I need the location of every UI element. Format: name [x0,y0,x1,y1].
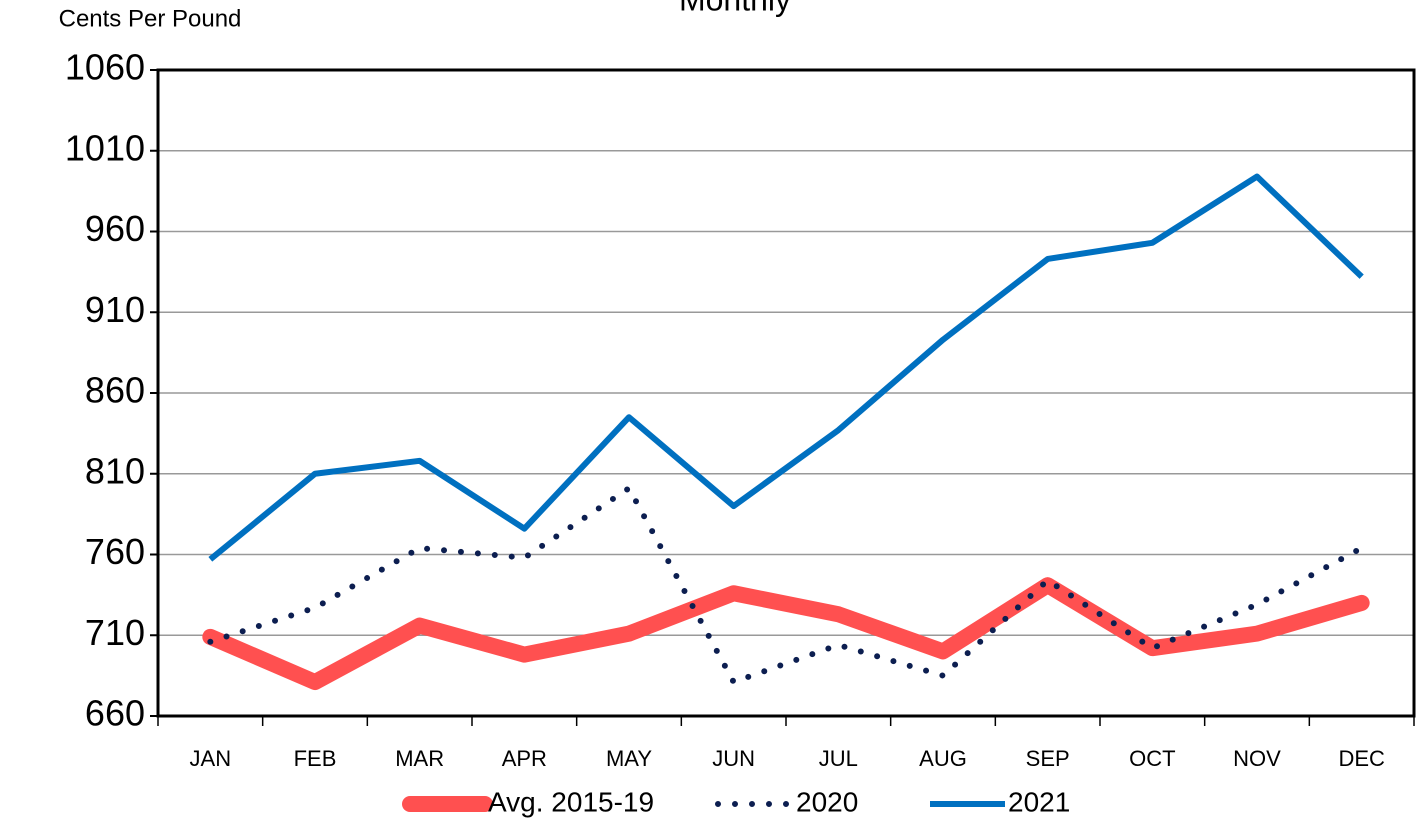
legend-label: 2021 [1008,786,1070,817]
x-tick-label: JUL [819,746,858,771]
chart-title: Monthly [679,0,791,17]
series-line [202,577,1370,691]
x-tick-label: AUG [919,746,967,771]
x-tick-label: NOV [1233,746,1281,771]
y-tick-label: 860 [85,370,145,411]
legend-label: Avg. 2015-19 [488,786,654,817]
legend-label: 2020 [796,786,858,817]
x-tick-label: SEP [1026,746,1070,771]
x-tick-label: MAY [606,746,652,771]
x-tick-label: OCT [1129,746,1175,771]
series-line [208,173,1364,562]
y-tick-label: 1010 [65,127,145,168]
x-tick-label: JAN [190,746,232,771]
y-tick-label: 910 [85,289,145,330]
y-tick-label: 760 [85,531,145,572]
y-tick-label: 1060 [65,47,145,88]
x-tick-label: APR [502,746,547,771]
x-tick-label: DEC [1338,746,1385,771]
y-axis-label: Cents Per Pound [59,5,242,32]
y-tick-label: 710 [85,612,145,653]
y-tick-label: 810 [85,450,145,491]
x-tick-label: FEB [294,746,337,771]
x-tick-label: MAR [395,746,444,771]
plot-frame [156,68,1416,718]
y-tick-label: 660 [85,693,145,734]
x-tick-label: JUN [712,746,755,771]
y-tick-label: 960 [85,208,145,249]
